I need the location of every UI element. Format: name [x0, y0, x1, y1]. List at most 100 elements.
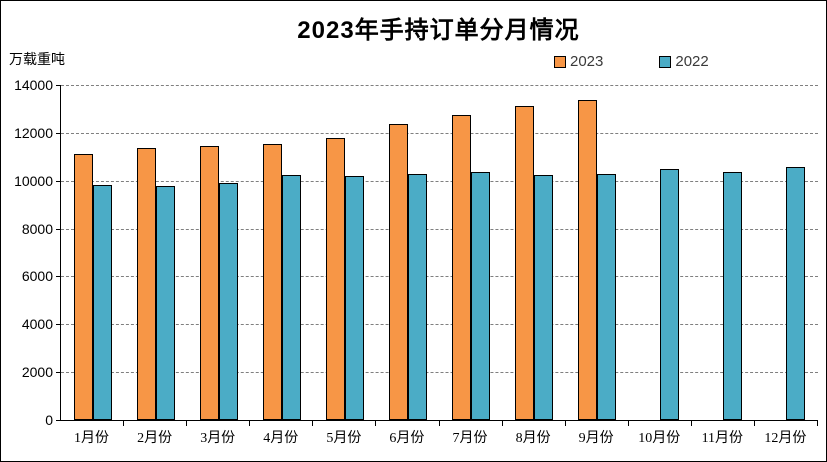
y-tick-mark: [56, 276, 61, 278]
x-axis-label-11月份: 11月份: [701, 431, 744, 446]
bar-2022-10月份: [660, 169, 680, 420]
gridline-2000: [61, 372, 818, 374]
bar-slot-2023-10月份: [641, 85, 660, 420]
bar-2023-6月份: [388, 123, 408, 420]
bars-layer: [61, 85, 818, 420]
x-axis-label-9月份: 9月份: [578, 431, 614, 446]
x-axis-label-7月份: 7月份: [452, 431, 488, 446]
bar-2023-9月份: [578, 99, 598, 420]
bar-slot-2023-3月份: [199, 85, 219, 420]
x-tick-mark: [186, 421, 188, 426]
x-axis-label-1月份: 1月份: [74, 431, 110, 446]
x-tick-mark: [438, 421, 440, 426]
x-axis-label-5月份: 5月份: [326, 431, 362, 446]
y-tick-label-6000: 6000: [21, 268, 53, 285]
y-tick-label-0: 0: [45, 412, 53, 428]
x-tick-mark: [249, 421, 251, 426]
bar-2023-8月份: [515, 106, 535, 420]
y-tick-label-12000: 12000: [14, 124, 53, 141]
bar-slot-2023-5月份: [325, 85, 345, 420]
bar-slot-2022-6月份: [407, 85, 427, 420]
bar-2023-5月份: [325, 138, 345, 420]
gridline-14000: [61, 85, 818, 86]
bar-group-2月份: [124, 85, 187, 420]
x-tick-mark: [627, 421, 629, 426]
bar-slot-2023-11月份: [704, 85, 723, 420]
bar-slot-2022-7月份: [471, 85, 490, 420]
x-axis-label-4月份: 4月份: [263, 431, 299, 446]
bar-slot-2023-12月份: [767, 85, 786, 420]
y-tick-mark: [56, 85, 61, 86]
bar-group-5月份: [313, 85, 376, 420]
bar-slot-2022-10月份: [660, 85, 680, 420]
x-tick-mark: [753, 421, 755, 426]
bar-group-12月份: [755, 85, 818, 420]
gridline-8000: [61, 228, 818, 230]
bar-slot-2022-11月份: [723, 85, 743, 420]
bar-group-9月份: [566, 85, 629, 420]
bar-slot-2022-8月份: [534, 85, 554, 420]
bar-2023-1月份: [73, 154, 93, 420]
bar-2022-6月份: [407, 174, 427, 420]
gridline-6000: [61, 276, 818, 278]
bar-slot-2022-3月份: [218, 85, 238, 420]
x-axis-labels: 1月份 2月份 3月份 4月份 5月份 6月份 7月份 8月份 9月份 10月份 11月份 12月份: [60, 427, 817, 449]
plot-area: [60, 85, 818, 421]
bar-2022-3月份: [218, 183, 238, 420]
bar-slot-2023-6月份: [388, 85, 408, 420]
bar-2022-11月份: [723, 171, 743, 420]
x-tick-mark: [123, 421, 125, 426]
bar-slot-2023-9月份: [578, 85, 598, 420]
bar-group-8月份: [503, 85, 566, 420]
bar-slot-2023-7月份: [452, 85, 471, 420]
y-tick-label-10000: 10000: [14, 172, 53, 189]
gridline-12000: [61, 132, 818, 134]
bar-slot-2023-4月份: [262, 85, 282, 420]
y-tick-label-2000: 2000: [21, 364, 53, 381]
legend-label: 2022: [675, 53, 709, 70]
bar-2022-4月份: [281, 174, 301, 420]
bar-group-7月份: [439, 85, 502, 420]
bar-slot-2022-2月份: [155, 85, 175, 420]
bar-slot-2023-8月份: [515, 85, 535, 420]
bar-slot-2022-12月份: [786, 85, 806, 420]
y-tick-mark: [56, 180, 61, 182]
x-axis-label-8月份: 8月份: [515, 431, 551, 446]
y-axis-unit-label: 万载重吨: [9, 51, 65, 67]
y-tick-mark: [56, 132, 61, 134]
bar-2022-7月份: [471, 172, 490, 420]
bar-slot-2022-1月份: [92, 85, 112, 420]
x-axis-label-2月份: 2月份: [137, 431, 173, 446]
bar-2022-9月份: [597, 173, 617, 420]
bar-group-3月份: [187, 85, 250, 420]
bar-2023-3月份: [199, 146, 219, 420]
x-axis-label-6月份: 6月份: [389, 431, 425, 446]
bar-2022-2月份: [155, 185, 175, 420]
legend-item-2023: 2023: [554, 53, 603, 70]
bar-2022-12月份: [786, 167, 806, 420]
bar-group-6月份: [376, 85, 439, 420]
x-tick-mark: [690, 421, 692, 426]
bar-2022-8月份: [534, 175, 554, 420]
legend-swatch-2023: [554, 55, 566, 68]
x-tick-mark: [817, 421, 818, 426]
legend: 2023 2022: [554, 53, 709, 70]
bar-slot-2022-4月份: [281, 85, 301, 420]
bar-slot-2022-9月份: [597, 85, 617, 420]
x-tick-mark: [375, 421, 377, 426]
legend-swatch-2022: [659, 55, 672, 68]
bar-group-1月份: [61, 85, 124, 420]
bar-2022-1月份: [92, 184, 112, 420]
x-axis-label-3月份: 3月份: [200, 431, 236, 446]
chart-title: 2023年手持订单分月情况: [297, 17, 580, 44]
bar-slot-2022-5月份: [344, 85, 364, 420]
y-tick-label-14000: 14000: [14, 77, 53, 93]
x-axis-label-10月份: 10月份: [638, 431, 681, 446]
bar-group-10月份: [629, 85, 692, 420]
gridline-4000: [61, 324, 818, 326]
bar-slot-2023-1月份: [73, 85, 93, 420]
y-tick-mark: [56, 228, 61, 230]
y-tick-label-4000: 4000: [21, 316, 53, 333]
x-tick-mark: [312, 421, 314, 426]
gridline-10000: [61, 180, 818, 182]
